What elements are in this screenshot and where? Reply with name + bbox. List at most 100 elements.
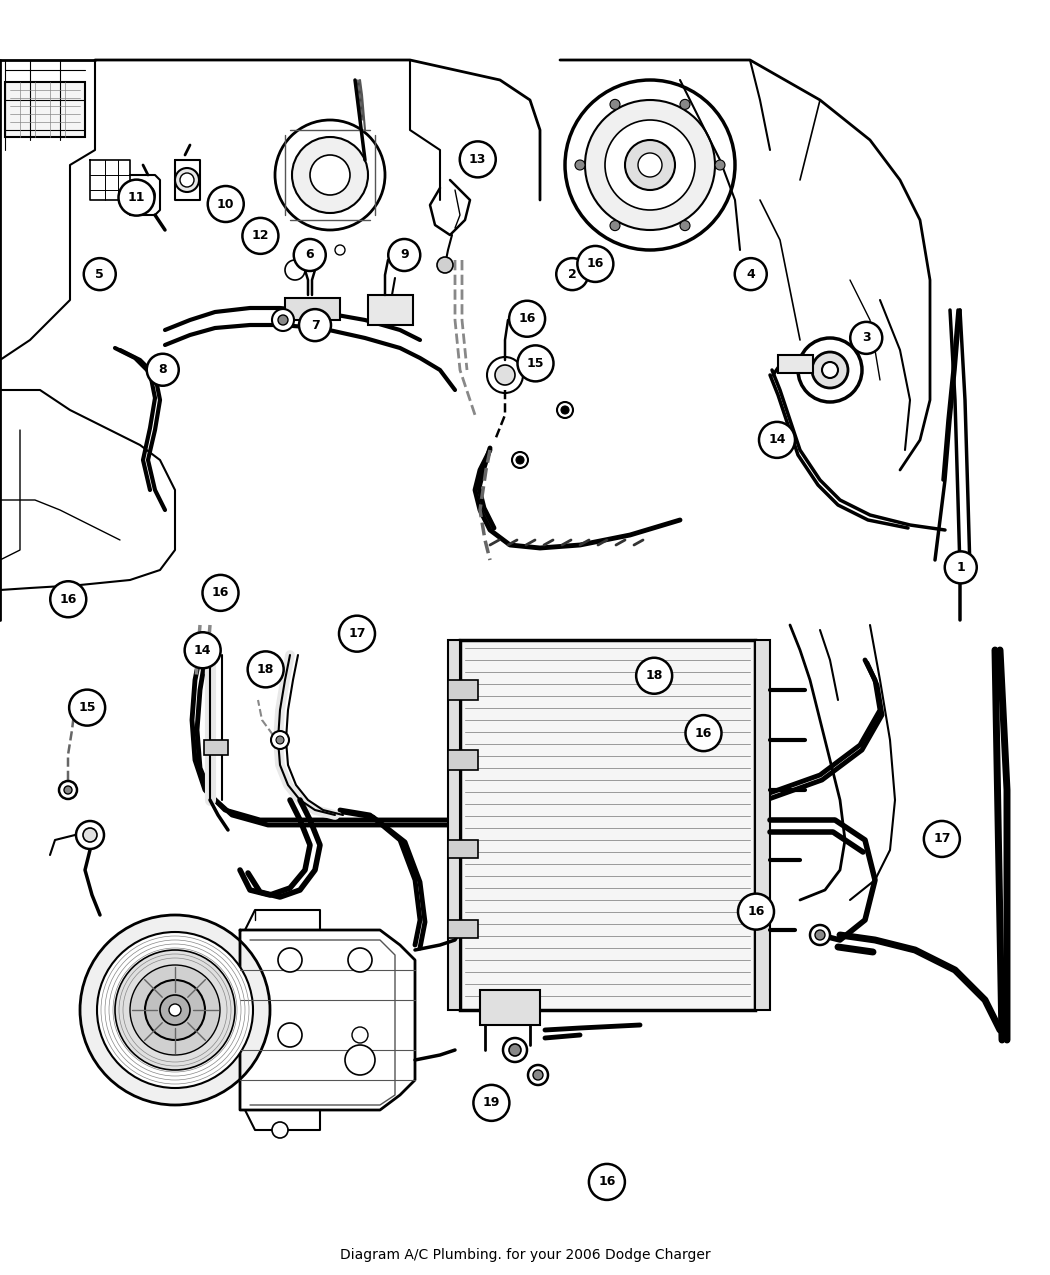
Circle shape <box>175 168 200 193</box>
Circle shape <box>625 140 675 190</box>
Circle shape <box>180 173 194 187</box>
Text: 18: 18 <box>646 669 663 682</box>
Circle shape <box>812 352 848 388</box>
Text: 16: 16 <box>598 1176 615 1188</box>
Text: 16: 16 <box>748 905 764 918</box>
Circle shape <box>272 1122 288 1139</box>
Circle shape <box>203 575 238 611</box>
Circle shape <box>556 258 588 291</box>
Text: 15: 15 <box>527 357 544 370</box>
Circle shape <box>636 658 672 694</box>
Circle shape <box>474 1085 509 1121</box>
Circle shape <box>348 949 372 972</box>
Circle shape <box>738 894 774 929</box>
Text: 4: 4 <box>747 268 755 280</box>
Circle shape <box>509 301 545 337</box>
Text: 14: 14 <box>194 644 211 657</box>
Text: 17: 17 <box>349 627 365 640</box>
Circle shape <box>638 153 662 177</box>
Text: 7: 7 <box>311 319 319 332</box>
Circle shape <box>116 950 235 1070</box>
Circle shape <box>299 309 331 342</box>
Circle shape <box>271 731 289 748</box>
Circle shape <box>345 1046 375 1075</box>
Text: 19: 19 <box>483 1096 500 1109</box>
Circle shape <box>285 260 304 280</box>
Circle shape <box>97 932 253 1088</box>
Circle shape <box>680 221 690 231</box>
Text: 16: 16 <box>60 593 77 606</box>
Circle shape <box>924 821 960 857</box>
Circle shape <box>169 1003 181 1016</box>
Bar <box>204 740 228 755</box>
Circle shape <box>335 245 345 255</box>
Circle shape <box>208 186 244 222</box>
Circle shape <box>815 929 825 940</box>
Text: 9: 9 <box>400 249 408 261</box>
Bar <box>448 680 478 700</box>
Circle shape <box>850 321 882 354</box>
Circle shape <box>310 156 350 195</box>
Circle shape <box>276 736 284 745</box>
Circle shape <box>352 1026 367 1043</box>
Circle shape <box>248 652 284 687</box>
Bar <box>0 0 1050 620</box>
Circle shape <box>798 338 862 402</box>
Circle shape <box>495 365 514 385</box>
Circle shape <box>715 159 724 170</box>
Bar <box>778 354 813 374</box>
Circle shape <box>59 782 77 799</box>
Circle shape <box>509 1044 521 1056</box>
Circle shape <box>945 551 976 584</box>
Circle shape <box>503 1038 527 1062</box>
Text: 11: 11 <box>128 191 145 204</box>
Circle shape <box>64 785 72 794</box>
Circle shape <box>294 238 325 272</box>
Circle shape <box>518 346 553 381</box>
Circle shape <box>292 136 368 213</box>
Circle shape <box>680 99 690 110</box>
Bar <box>448 921 478 938</box>
Circle shape <box>135 185 155 205</box>
Text: 5: 5 <box>96 268 104 280</box>
Circle shape <box>578 246 613 282</box>
Circle shape <box>76 821 104 849</box>
Text: 18: 18 <box>257 663 274 676</box>
Text: 2: 2 <box>568 268 576 280</box>
Circle shape <box>561 405 569 414</box>
Circle shape <box>610 221 620 231</box>
Text: 16: 16 <box>519 312 536 325</box>
Circle shape <box>565 80 735 250</box>
Bar <box>448 640 460 1010</box>
Circle shape <box>119 180 154 215</box>
Text: 17: 17 <box>933 833 950 845</box>
Circle shape <box>278 315 288 325</box>
Circle shape <box>388 238 420 272</box>
Circle shape <box>80 915 270 1105</box>
Text: 16: 16 <box>695 727 712 739</box>
Circle shape <box>437 258 453 273</box>
Bar <box>448 840 478 858</box>
Circle shape <box>69 690 105 725</box>
Text: 8: 8 <box>159 363 167 376</box>
Circle shape <box>610 99 620 110</box>
Circle shape <box>810 924 830 945</box>
Circle shape <box>575 159 585 170</box>
Bar <box>285 298 340 320</box>
Circle shape <box>272 309 294 332</box>
Circle shape <box>822 362 838 377</box>
Circle shape <box>589 1164 625 1200</box>
Circle shape <box>130 965 220 1054</box>
Bar <box>460 640 755 1010</box>
Circle shape <box>145 980 205 1040</box>
Bar <box>480 989 540 1025</box>
Circle shape <box>278 949 302 972</box>
Circle shape <box>585 99 715 230</box>
Circle shape <box>512 453 528 468</box>
Bar <box>755 640 770 1010</box>
Circle shape <box>686 715 721 751</box>
Circle shape <box>460 142 496 177</box>
Bar <box>368 295 413 325</box>
Text: 1: 1 <box>957 561 965 574</box>
Text: 10: 10 <box>217 198 234 210</box>
